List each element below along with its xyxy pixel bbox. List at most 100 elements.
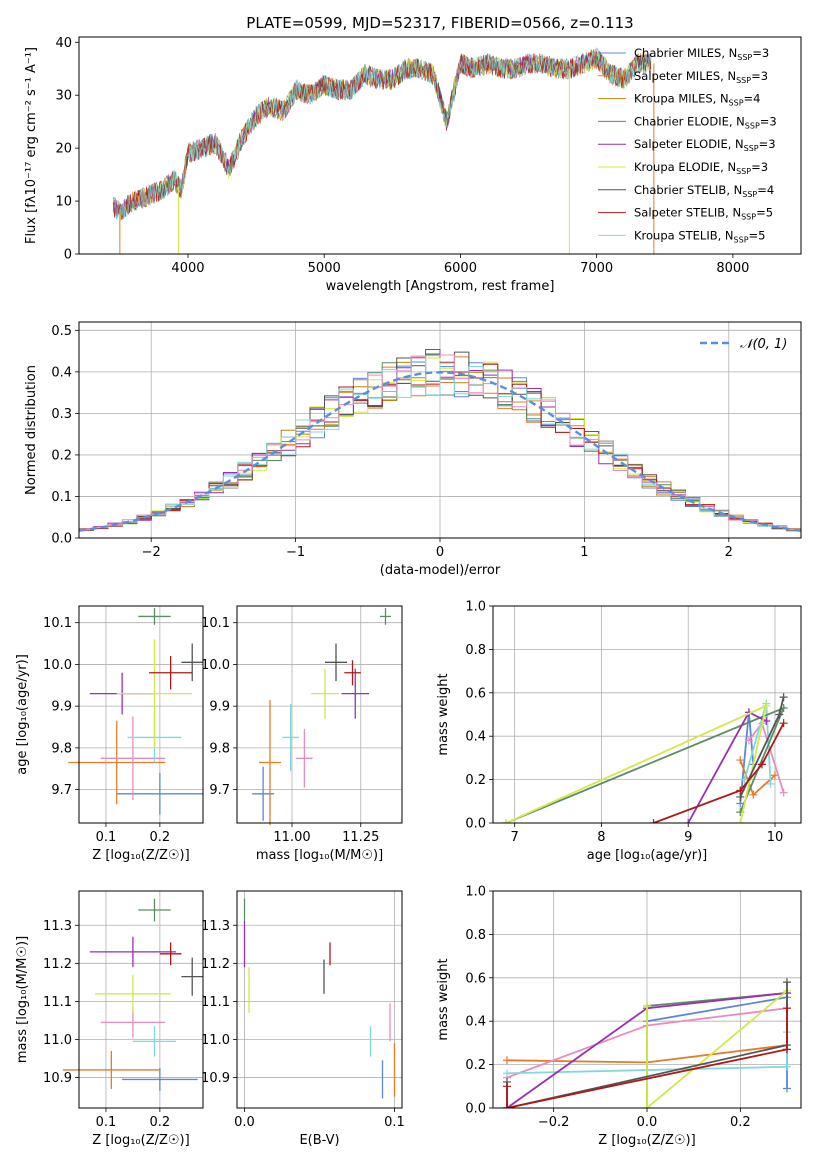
legend-entry: Salpeter MILES, NSSP=3 xyxy=(634,69,768,85)
x-tick-label: 11.00 xyxy=(273,830,310,845)
error-point xyxy=(100,716,166,801)
x-tick-label: 0 xyxy=(436,545,444,560)
legend-entry-sub: SSP xyxy=(736,167,751,176)
legend-entry-sub: SSP xyxy=(729,99,744,108)
y-axis-label: Flux [fλ10⁻¹⁷ erg cm⁻² s⁻¹ A⁻¹] xyxy=(24,47,39,244)
weight-marker xyxy=(503,1056,511,1065)
error-point xyxy=(259,699,281,826)
error-point xyxy=(296,729,313,788)
error-point xyxy=(149,656,193,690)
x-tick-label: −0.2 xyxy=(538,1115,570,1130)
error-point xyxy=(181,643,203,682)
y-tick-label: 0.6 xyxy=(465,971,486,986)
weight-marker xyxy=(779,693,788,702)
x-tick-label: 6000 xyxy=(444,261,477,276)
y-tick-label: 11.3 xyxy=(43,919,72,934)
legend-entry: Kroupa MILES, NSSP=4 xyxy=(634,92,760,108)
legend-entry-sub: SSP xyxy=(736,76,751,85)
x-tick-label: 5000 xyxy=(308,261,341,276)
weight-marker xyxy=(775,710,784,719)
legend-entry-suffix: =4 xyxy=(757,183,774,197)
weight-marker xyxy=(740,775,749,784)
legend-entry-sub: SSP xyxy=(734,235,749,244)
weight-marker xyxy=(779,788,788,797)
legend-entry: Chabrier ELODIE, NSSP=3 xyxy=(634,114,777,130)
y-axis-label: mass weight xyxy=(436,958,451,1040)
weight-marker xyxy=(783,978,791,987)
y-tick-label: 0.0 xyxy=(465,1102,486,1117)
mass_vs_Z-points xyxy=(62,898,203,1091)
legend-entry-suffix: =4 xyxy=(744,92,761,106)
legend-entry-sub: SSP xyxy=(741,213,756,222)
weight-marker xyxy=(736,756,745,765)
age_vs_mass-axes: 11.00 11.25 9.7 9.8 9.9 10.0 10.1 mass [log₁₀(M… xyxy=(201,606,402,863)
x-tick-label: 0.2 xyxy=(730,1115,751,1130)
x-tick-label: 8000 xyxy=(716,261,749,276)
error-point xyxy=(159,942,182,966)
weight-marker xyxy=(643,1002,651,1011)
error-point xyxy=(181,957,203,996)
spectrum-lines xyxy=(112,47,655,254)
y-tick-label: 0.4 xyxy=(465,1015,486,1030)
error-point xyxy=(311,668,339,719)
weight-marker xyxy=(649,819,658,823)
error-point xyxy=(325,643,347,682)
x-tick-label: −1 xyxy=(286,545,305,560)
y-tick-label: 11.0 xyxy=(201,1033,230,1048)
weight-marker xyxy=(766,779,775,788)
y-tick-label: 10.9 xyxy=(43,1071,72,1086)
y-tick-label: 11.2 xyxy=(201,957,230,972)
legend-entry-sub: SSP xyxy=(745,121,760,130)
error-point xyxy=(89,936,177,968)
weight-marker xyxy=(503,1082,511,1091)
histogram-series-9 xyxy=(79,354,801,531)
x-tick-label: 11.25 xyxy=(342,830,379,845)
weight_vs_age-frame xyxy=(492,605,802,824)
weight-marker xyxy=(783,1004,791,1013)
mass_vs_Z-frame xyxy=(78,890,204,1109)
y-tick-label: 10.1 xyxy=(43,616,72,631)
y-tick-label: 9.9 xyxy=(209,700,230,715)
legend-entry: 𝒩(0, 1) xyxy=(740,337,787,352)
y-tick-label: 0.2 xyxy=(465,1058,486,1073)
error-point xyxy=(138,898,171,922)
legend-entry: Salpeter ELODIE, NSSP=3 xyxy=(634,137,776,153)
legend-entry-sub: SSP xyxy=(737,53,752,62)
error-point xyxy=(116,639,193,748)
x-tick-label: 2 xyxy=(725,545,733,560)
error-point xyxy=(132,1026,177,1057)
y-tick-label: 0.3 xyxy=(51,407,72,422)
weight_vs_age-lines xyxy=(502,693,788,823)
y-tick-label: 10.9 xyxy=(201,1071,230,1086)
chart-title: PLATE=0599, MJD=52317, FIBERID=0566, z=0… xyxy=(246,14,633,32)
weight-line-8 xyxy=(506,1008,788,1108)
x-axis-label: Z [log₁₀(Z/Z☉)] xyxy=(598,1133,695,1148)
y-tick-label: 10.0 xyxy=(43,658,72,673)
x-tick-label: −2 xyxy=(142,545,161,560)
x-axis-label: (data-model)/error xyxy=(380,563,501,578)
x-tick-label: 7 xyxy=(511,830,519,845)
mass_vs_ebv-axes: 0.0 0.1 10.9 11.0 11.1 11.2 11.3 E(B-V) xyxy=(201,891,405,1148)
age_vs_Z-points xyxy=(68,608,203,815)
legend-entry-suffix: =3 xyxy=(759,137,776,151)
weight-marker xyxy=(502,819,511,823)
legend-entry-suffix: =3 xyxy=(760,114,777,128)
legend-entry-suffix: =3 xyxy=(752,46,769,60)
spectrum-axes: 4000 5000 6000 7000 8000 0 10 20 30 40 wavelength … xyxy=(24,36,749,294)
error-point xyxy=(138,608,171,625)
y-tick-label: 11.0 xyxy=(43,1033,72,1048)
y-axis-label: Normed distribution xyxy=(24,365,39,495)
weight-marker xyxy=(779,719,788,728)
age_vs_Z-frame xyxy=(78,605,204,824)
error-point xyxy=(116,772,203,815)
y-axis-label: age [log₁₀(age/yr)] xyxy=(15,654,30,775)
error-point xyxy=(282,704,299,771)
y-tick-label: 40 xyxy=(55,36,72,51)
y-tick-label: 0.4 xyxy=(465,730,486,745)
legend-entry: Chabrier STELIB, NSSP=4 xyxy=(634,183,774,199)
mass_vs_ebv-points xyxy=(243,898,396,1099)
x-axis-label: mass [log₁₀(M/M☉)] xyxy=(256,848,383,863)
error-point xyxy=(122,1068,198,1091)
y-tick-label: 0.1 xyxy=(51,490,72,505)
